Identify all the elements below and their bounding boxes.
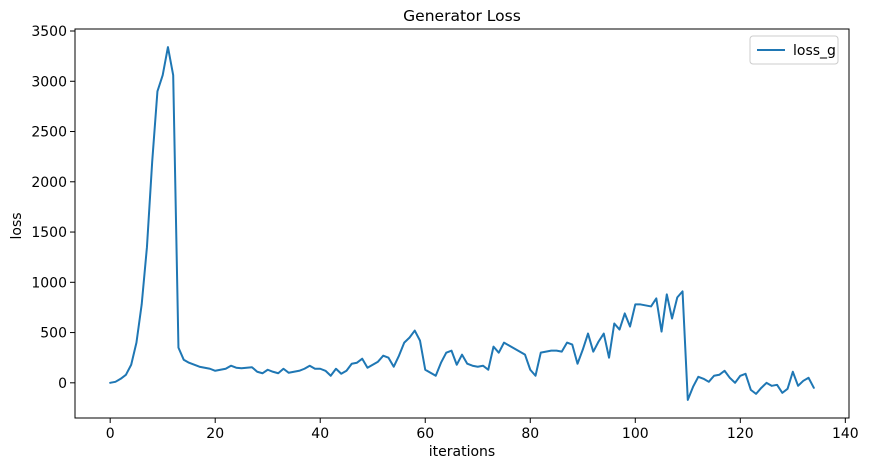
y-tick-label-2500: 2500 [31, 125, 67, 141]
y-tick-label-3000: 3000 [31, 74, 67, 90]
x-tick-label-60: 60 [416, 426, 434, 442]
x-tick-label-20: 20 [206, 426, 224, 442]
legend: loss_g [749, 35, 839, 65]
x-tick-label-40: 40 [311, 426, 329, 442]
x-tick-label-140: 140 [832, 426, 859, 442]
y-tick-label-1000: 1000 [31, 275, 67, 291]
y-tick-label-2000: 2000 [31, 175, 67, 191]
x-tick-label-0: 0 [106, 426, 115, 442]
y-axis-label: loss [9, 212, 25, 239]
y-tick-label-1500: 1500 [31, 225, 67, 241]
legend-box [749, 35, 839, 65]
plot-area: 0 20 40 60 80 100 120 140 0 500 1000 1500 2000 2500 30… [31, 24, 858, 442]
axes-frame [74, 28, 850, 419]
y-tick-label-3500: 3500 [31, 24, 67, 40]
legend-label-loss-g: loss_g [793, 43, 836, 59]
y-tick-label-500: 500 [40, 326, 67, 342]
chart-title: Generator Loss [403, 7, 521, 25]
x-tick-label-100: 100 [622, 426, 649, 442]
x-axis-label: iterations [429, 444, 495, 460]
series-line-loss-g [109, 46, 815, 401]
x-tick-label-80: 80 [521, 426, 539, 442]
y-tick-label-0: 0 [58, 376, 67, 392]
x-tick-label-120: 120 [727, 426, 754, 442]
